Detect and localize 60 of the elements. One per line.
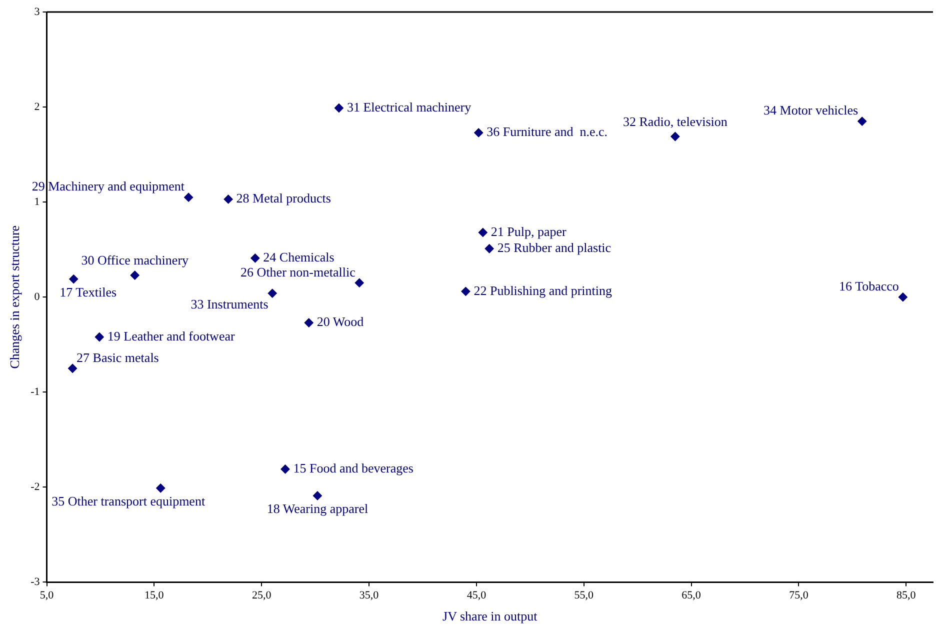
point	[334, 103, 344, 112]
annotation: 28 Metal products	[236, 190, 331, 206]
x-tick-label: 75,0	[789, 590, 809, 602]
annotation: 30 Office machinery	[81, 252, 190, 268]
x-tick-label: 55,0	[574, 590, 594, 602]
annotation: 35 Other transport equipment	[52, 494, 206, 509]
x-tick-label: 45,0	[466, 590, 487, 602]
point	[484, 244, 494, 254]
point	[478, 228, 488, 237]
point	[474, 128, 484, 138]
point	[224, 194, 233, 204]
point	[670, 132, 680, 141]
x-tick-label: 15,0	[144, 590, 164, 602]
point	[304, 318, 314, 328]
x-tick-label: 35,0	[359, 590, 380, 602]
y-axis-title: Changes in export structure	[7, 225, 22, 369]
annotation: 33 Instruments	[190, 296, 268, 312]
annotation: 29 Machinery and equipment	[32, 178, 185, 194]
annotation: 32 Radio, television	[623, 114, 728, 129]
y-tick-label: 0	[34, 290, 40, 303]
point	[354, 278, 364, 288]
annotation: 16 Tobacco	[839, 278, 899, 294]
annotation: 31 Electrical machinery	[346, 99, 472, 114]
point	[858, 116, 867, 126]
annotation: 26 Other non-metallic	[240, 264, 356, 280]
annotation: 19 Leather and footwear	[107, 328, 236, 344]
point	[130, 270, 140, 280]
annotation: 15 Food and beverages	[293, 460, 414, 476]
point	[461, 286, 470, 296]
point	[250, 254, 260, 263]
x-axis-title: JV share in output	[442, 608, 538, 624]
x-tick-label: 65,0	[682, 590, 702, 602]
point	[184, 192, 194, 202]
annotation: 24 Chemicals	[263, 250, 334, 265]
y-tick-label: 2	[34, 100, 40, 113]
annotation: 17 Textiles	[60, 284, 117, 300]
x-tick-label: 5,0	[40, 590, 54, 602]
annotation: 25 Rubber and plastic	[497, 240, 612, 256]
point	[156, 484, 166, 493]
point	[898, 292, 908, 302]
point	[94, 332, 104, 342]
point	[69, 274, 78, 284]
annotation: 20 Wood	[316, 314, 364, 330]
y-tick-label: 1	[34, 196, 40, 208]
y-tick-label: -2	[30, 481, 40, 494]
point	[312, 491, 322, 500]
point	[280, 464, 290, 474]
point	[68, 364, 78, 373]
annotation: 27 Basic metals	[76, 350, 159, 365]
point	[268, 288, 277, 298]
annotation: 36 Furniture and n.e.c.	[486, 124, 608, 140]
x-tick-label: 25,0	[252, 590, 272, 602]
y-tick-label: -1	[30, 386, 40, 398]
y-tick-label: 3	[34, 6, 40, 18]
annotation: 18 Wearing apparel	[266, 501, 368, 516]
annotation: 22 Publishing and printing	[474, 282, 613, 298]
x-tick-label: 85,0	[896, 590, 916, 602]
annotation: 34 Motor vehicles	[764, 102, 858, 118]
y-tick-label: -3	[30, 576, 40, 588]
annotation: 21 Pulp, paper	[490, 224, 568, 239]
